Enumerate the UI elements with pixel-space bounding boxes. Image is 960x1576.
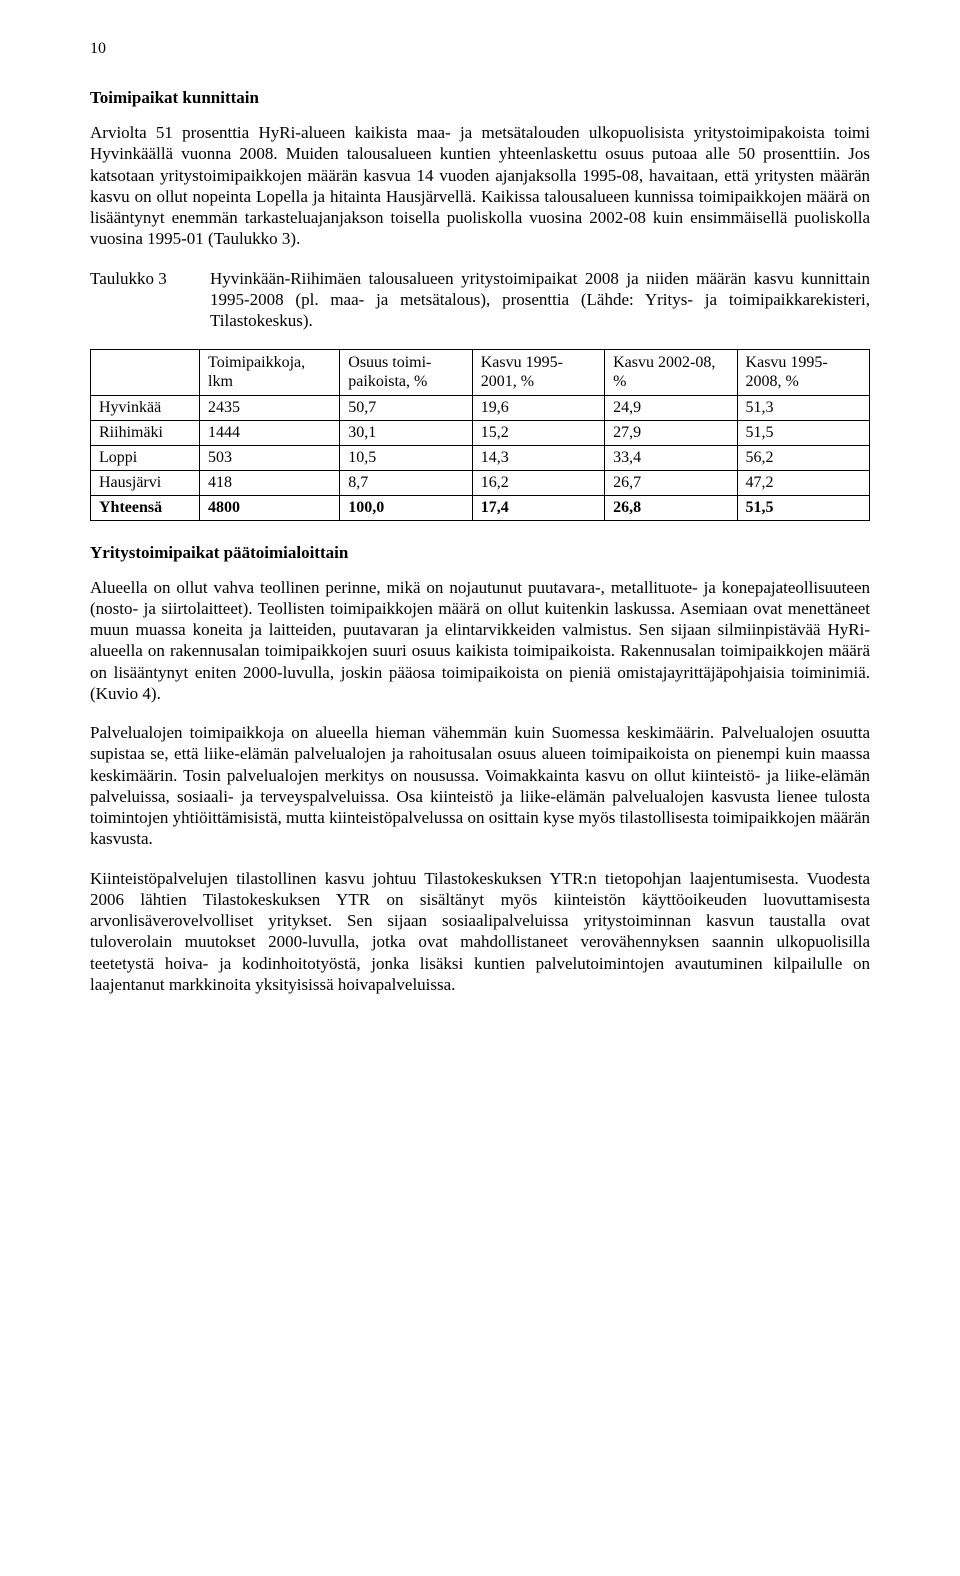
cell: 27,9 bbox=[605, 420, 737, 445]
section-title-1: Toimipaikat kunnittain bbox=[90, 88, 870, 108]
cell: 100,0 bbox=[340, 495, 472, 520]
cell: 16,2 bbox=[472, 470, 604, 495]
cell: 51,3 bbox=[737, 395, 869, 420]
cell: Riihimäki bbox=[91, 420, 200, 445]
cell: 418 bbox=[200, 470, 340, 495]
table-caption-row: Taulukko 3 Hyvinkään-Riihimäen talousalu… bbox=[90, 268, 870, 332]
col-header-5: Kasvu 1995-2008, % bbox=[737, 350, 869, 395]
cell: 19,6 bbox=[472, 395, 604, 420]
cell: 17,4 bbox=[472, 495, 604, 520]
section-title-2: Yritystoimipaikat päätoimialoittain bbox=[90, 543, 870, 563]
col-header-4: Kasvu 2002-08, % bbox=[605, 350, 737, 395]
cell: 2435 bbox=[200, 395, 340, 420]
col-header-2: Osuus toimi-paikoista, % bbox=[340, 350, 472, 395]
col-header-blank bbox=[91, 350, 200, 395]
cell: 15,2 bbox=[472, 420, 604, 445]
table-row: Hausjärvi 418 8,7 16,2 26,7 47,2 bbox=[91, 470, 870, 495]
col-header-1: Toimipaikkoja, lkm bbox=[200, 350, 340, 395]
cell: 1444 bbox=[200, 420, 340, 445]
cell: 26,7 bbox=[605, 470, 737, 495]
cell: 14,3 bbox=[472, 445, 604, 470]
paragraph-4: Kiinteistöpalvelujen tilastollinen kasvu… bbox=[90, 868, 870, 996]
cell: 24,9 bbox=[605, 395, 737, 420]
cell: 503 bbox=[200, 445, 340, 470]
table-header-row: Toimipaikkoja, lkm Osuus toimi-paikoista… bbox=[91, 350, 870, 395]
cell: 4800 bbox=[200, 495, 340, 520]
cell: 10,5 bbox=[340, 445, 472, 470]
data-table: Toimipaikkoja, lkm Osuus toimi-paikoista… bbox=[90, 349, 870, 520]
table-row-total: Yhteensä 4800 100,0 17,4 26,8 51,5 bbox=[91, 495, 870, 520]
table-row: Riihimäki 1444 30,1 15,2 27,9 51,5 bbox=[91, 420, 870, 445]
paragraph-1: Arviolta 51 prosenttia HyRi-alueen kaiki… bbox=[90, 122, 870, 250]
cell: 51,5 bbox=[737, 420, 869, 445]
table-row: Loppi 503 10,5 14,3 33,4 56,2 bbox=[91, 445, 870, 470]
table-caption: Hyvinkään-Riihimäen talousalueen yrityst… bbox=[210, 268, 870, 332]
cell: 56,2 bbox=[737, 445, 869, 470]
table-row: Hyvinkää 2435 50,7 19,6 24,9 51,3 bbox=[91, 395, 870, 420]
col-header-3: Kasvu 1995-2001, % bbox=[472, 350, 604, 395]
cell: 47,2 bbox=[737, 470, 869, 495]
cell: 33,4 bbox=[605, 445, 737, 470]
cell: 26,8 bbox=[605, 495, 737, 520]
cell: 50,7 bbox=[340, 395, 472, 420]
paragraph-3: Palvelualojen toimipaikkoja on alueella … bbox=[90, 722, 870, 850]
table-label: Taulukko 3 bbox=[90, 268, 210, 332]
paragraph-2: Alueella on ollut vahva teollinen perinn… bbox=[90, 577, 870, 705]
cell: Yhteensä bbox=[91, 495, 200, 520]
page-number: 10 bbox=[90, 40, 870, 58]
cell: Loppi bbox=[91, 445, 200, 470]
cell: 51,5 bbox=[737, 495, 869, 520]
document-page: 10 Toimipaikat kunnittain Arviolta 51 pr… bbox=[0, 0, 960, 1073]
cell: 8,7 bbox=[340, 470, 472, 495]
cell: Hyvinkää bbox=[91, 395, 200, 420]
cell: 30,1 bbox=[340, 420, 472, 445]
cell: Hausjärvi bbox=[91, 470, 200, 495]
